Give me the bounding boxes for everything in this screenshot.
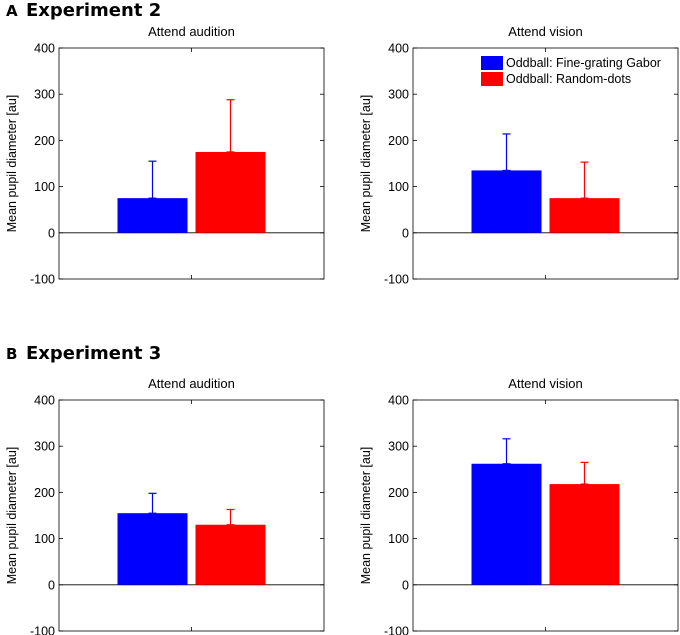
section-a-letter: A [6,2,18,20]
y-tick-label: 200 [388,134,409,148]
chart-panel: Attend audition -100 0 100 200 300 400 Mean pup… [5,376,325,635]
y-tick-label: 0 [48,226,55,240]
chart-panel: Attend vision -100 0 100 200 300 400 Mean pupil… [359,376,679,635]
bar-gabor [117,513,188,585]
legend-label-gabor: Oddball: Fine-grating Gabor [506,56,661,70]
y-tick-label: 0 [48,578,55,592]
panel-title: Attend vision [508,376,582,391]
panel-title: Attend vision [508,24,582,39]
plot-frame [58,399,325,632]
y-tick-label: 100 [34,180,55,194]
legend-swatch-gabor [481,56,503,70]
legend-swatch-random-dots [481,72,503,86]
legend-label-random-dots: Oddball: Random-dots [506,72,631,86]
plot-frame [58,47,325,280]
bar-random-dots [549,198,620,233]
y-tick-label: -100 [30,625,55,635]
panel-title: Attend audition [148,376,235,391]
y-tick-label: 300 [34,440,55,454]
section-a-title: Experiment 2 [26,0,161,21]
bar-gabor [117,198,188,233]
y-tick-label: 400 [388,42,409,56]
y-tick-label: 400 [388,394,409,408]
legend: Oddball: Fine-grating Gabor Oddball: Ran… [478,53,661,90]
y-tick-label: 100 [34,532,55,546]
y-tick-label: 100 [388,180,409,194]
y-tick-label: -100 [30,273,55,287]
y-tick-label: 300 [388,88,409,102]
y-axis-label: Mean pupil diameter [au] [5,95,19,233]
section-b-title: Experiment 3 [26,343,161,364]
bar-gabor [471,463,542,585]
y-tick-label: 100 [388,532,409,546]
y-tick-label: 200 [34,486,55,500]
chart-panel: Attend audition -100 0 100 200 300 400 Mean pup… [5,24,325,287]
y-tick-label: 400 [34,42,55,56]
plot-frame [412,399,679,632]
chart-panels: Attend audition -100 0 100 200 300 400 Mean pup… [5,24,679,635]
y-tick-label: 300 [34,88,55,102]
y-tick-label: 200 [388,486,409,500]
y-tick-label: 400 [34,394,55,408]
y-axis-label: Mean pupil diameter [au] [5,447,19,585]
y-tick-label: 300 [388,440,409,454]
y-tick-label: 0 [402,578,409,592]
y-tick-label: -100 [384,625,409,635]
bar-gabor [471,170,542,233]
section-b-letter: B [6,345,17,363]
panel-title: Attend audition [148,24,235,39]
bar-random-dots [549,484,620,585]
y-tick-label: 0 [402,226,409,240]
y-tick-label: 200 [34,134,55,148]
y-axis-label: Mean pupil diameter [au] [359,95,373,233]
bar-random-dots [195,524,266,585]
legend-background [478,53,647,90]
y-tick-label: -100 [384,273,409,287]
bar-random-dots [195,151,266,233]
y-axis-label: Mean pupil diameter [au] [359,447,373,585]
